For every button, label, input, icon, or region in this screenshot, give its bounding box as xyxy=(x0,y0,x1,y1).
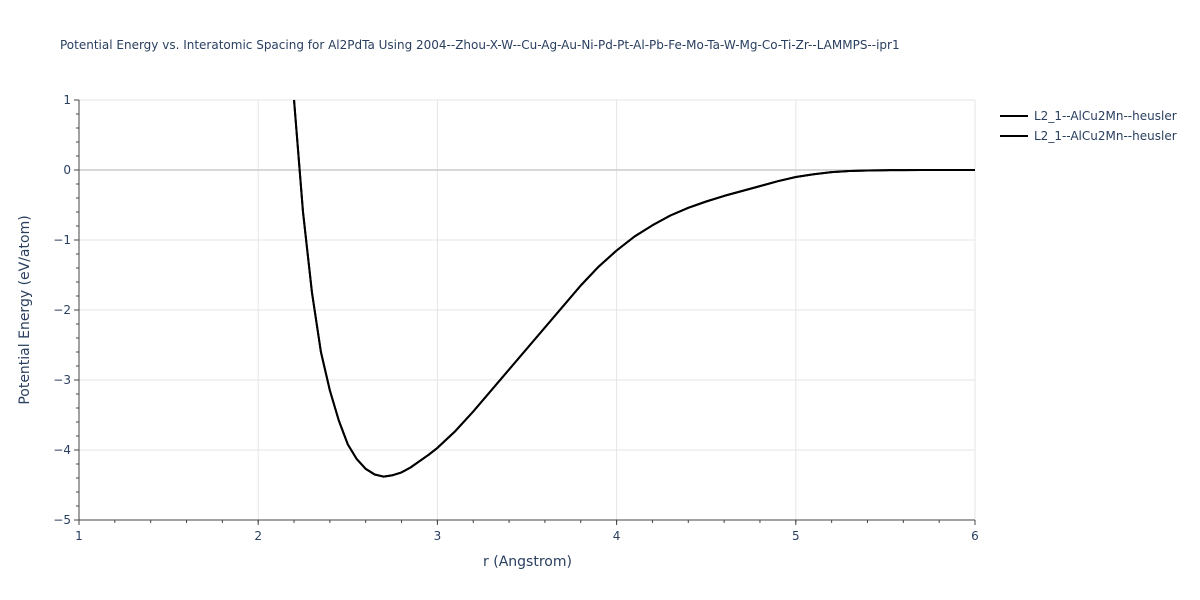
legend-label: L2_1--AlCu2Mn--heusler xyxy=(1034,129,1177,143)
y-tick-label: −2 xyxy=(53,303,71,317)
legend[interactable]: L2_1--AlCu2Mn--heusler L2_1--AlCu2Mn--he… xyxy=(1000,106,1177,146)
series-lines xyxy=(293,99,975,478)
x-tick-label: 3 xyxy=(434,529,442,543)
y-tick-label: −1 xyxy=(53,233,71,247)
legend-label: L2_1--AlCu2Mn--heusler xyxy=(1034,109,1177,123)
y-axis-label: Potential Energy (eV/atom) xyxy=(17,215,33,405)
y-tick-labels: 1 0 −1 −2 −3 −4 −5 xyxy=(53,93,71,527)
x-tick-label: 5 xyxy=(792,529,800,543)
legend-swatch-icon xyxy=(1000,115,1028,117)
chart-title: Potential Energy vs. Interatomic Spacing… xyxy=(60,38,900,52)
y-tick-label: −4 xyxy=(53,443,71,457)
x-tick-label: 6 xyxy=(971,529,979,543)
y-tick-label: 0 xyxy=(63,163,71,177)
y-tick-label: −5 xyxy=(53,513,71,527)
series-line-2 xyxy=(293,99,975,478)
y-tick-label: 1 xyxy=(63,93,71,107)
axes xyxy=(74,99,976,525)
legend-swatch-icon xyxy=(1000,135,1028,137)
x-tick-label: 1 xyxy=(75,529,83,543)
series-line-1 xyxy=(293,99,975,478)
x-tick-label: 4 xyxy=(613,529,621,543)
x-tick-label: 2 xyxy=(254,529,262,543)
legend-item-series-2[interactable]: L2_1--AlCu2Mn--heusler xyxy=(1000,126,1177,146)
gridlines xyxy=(79,99,976,520)
legend-item-series-1[interactable]: L2_1--AlCu2Mn--heusler xyxy=(1000,106,1177,126)
x-tick-labels: 1 2 3 4 5 6 xyxy=(75,529,979,543)
x-axis-label: r (Angstrom) xyxy=(483,554,572,570)
y-tick-label: −3 xyxy=(53,373,71,387)
